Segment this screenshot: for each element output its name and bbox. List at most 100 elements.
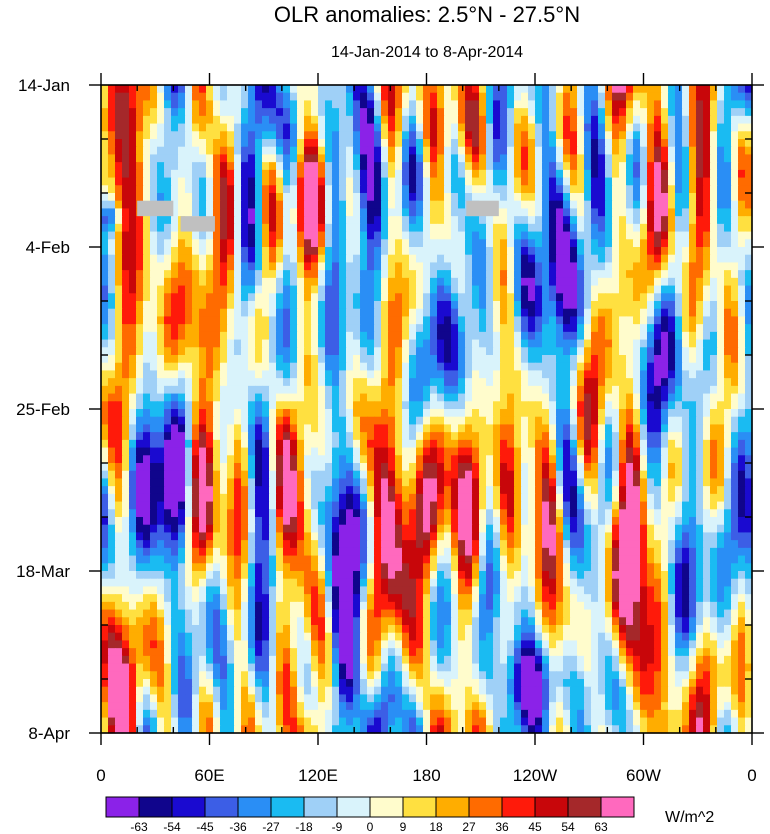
field-cell (129, 486, 137, 495)
field-cell (416, 146, 424, 156)
field-cell (325, 355, 333, 364)
field-cell (689, 378, 697, 387)
field-cell (381, 401, 389, 410)
field-cell (402, 347, 410, 356)
field-cell (290, 447, 298, 456)
field-cell (332, 193, 340, 202)
field-cell (220, 100, 228, 109)
field-cell (360, 486, 368, 495)
field-cell (178, 208, 186, 217)
field-cell (220, 339, 228, 348)
field-cell (143, 131, 151, 140)
field-cell (227, 247, 235, 256)
field-cell (374, 100, 382, 109)
field-cell (451, 115, 459, 125)
field-cell (640, 347, 648, 356)
field-cell (304, 216, 312, 225)
field-cell (479, 185, 487, 194)
field-cell (171, 355, 179, 364)
field-cell (227, 378, 235, 387)
field-cell (738, 486, 746, 495)
field-cell (493, 270, 501, 279)
field-cell (535, 169, 543, 179)
field-cell (122, 146, 130, 156)
field-cell (444, 470, 452, 480)
field-cell (612, 385, 620, 395)
field-cell (689, 169, 697, 179)
field-cell (262, 247, 270, 256)
field-cell (304, 393, 312, 402)
field-cell (731, 239, 739, 248)
field-cell (619, 301, 627, 310)
field-cell (689, 85, 697, 94)
field-cell (108, 154, 116, 163)
field-cell (437, 439, 445, 449)
field-cell (731, 216, 739, 225)
field-cell (500, 100, 508, 109)
field-cell (325, 139, 333, 148)
field-cell (346, 208, 354, 217)
field-cell (528, 293, 536, 302)
field-cell (661, 146, 669, 156)
field-cell (591, 270, 599, 279)
field-cell (290, 131, 298, 140)
field-cell (220, 293, 228, 302)
field-cell (283, 293, 291, 302)
field-cell (444, 378, 452, 387)
field-cell (654, 385, 662, 395)
field-cell (416, 200, 424, 210)
field-cell (136, 308, 144, 318)
field-cell (654, 139, 662, 148)
field-cell (332, 270, 340, 279)
field-cell (654, 277, 662, 287)
field-cell (339, 254, 347, 264)
field-cell (213, 177, 221, 186)
field-cell (164, 277, 172, 287)
field-cell (304, 331, 312, 341)
field-cell (675, 177, 683, 186)
field-cell (633, 208, 641, 217)
field-cell (591, 216, 599, 225)
field-cell (591, 185, 599, 194)
field-cell (612, 139, 620, 148)
field-cell (556, 316, 564, 325)
field-cell (710, 316, 718, 325)
field-cell (185, 393, 193, 402)
field-cell (262, 486, 270, 495)
field-cell (402, 486, 410, 495)
field-cell (465, 270, 473, 279)
field-cell (619, 409, 627, 418)
field-cell (353, 439, 361, 449)
field-cell (241, 177, 249, 186)
field-cell (360, 92, 368, 102)
field-cell (262, 447, 270, 456)
field-cell (325, 123, 333, 132)
field-cell (122, 486, 130, 495)
field-cell (122, 493, 130, 503)
field-cell (514, 355, 522, 364)
field-cell (731, 146, 739, 156)
field-cell (311, 200, 319, 210)
field-cell (199, 301, 207, 310)
field-cell (178, 324, 186, 333)
field-cell (486, 486, 494, 495)
field-cell (402, 208, 410, 217)
field-cell (276, 393, 284, 402)
field-cell (661, 92, 669, 102)
field-cell (227, 177, 235, 186)
field-cell (591, 339, 599, 348)
field-cell (507, 362, 515, 372)
field-cell (423, 254, 431, 264)
field-cell (108, 432, 116, 441)
field-cell (290, 316, 298, 325)
field-cell (493, 385, 501, 395)
field-cell (416, 401, 424, 410)
field-cell (500, 424, 508, 433)
field-cell (157, 239, 165, 248)
field-cell (556, 162, 564, 171)
field-cell (549, 493, 557, 503)
field-cell (122, 439, 130, 449)
field-cell (465, 316, 473, 325)
field-cell (696, 478, 704, 487)
field-cell (192, 308, 200, 318)
